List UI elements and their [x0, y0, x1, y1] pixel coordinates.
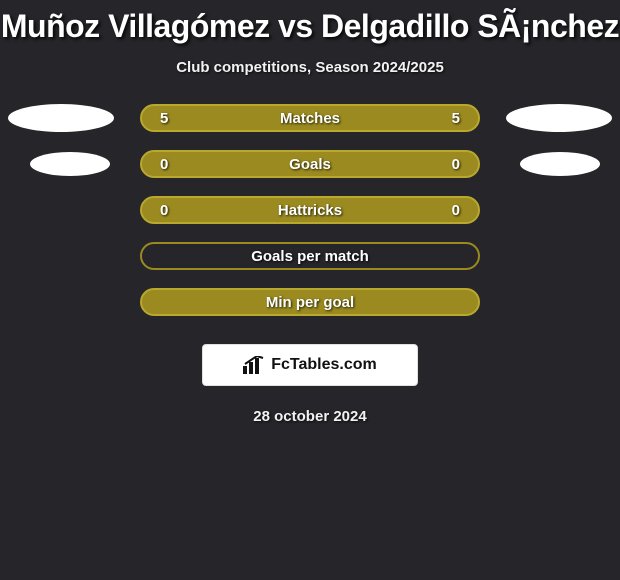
stat-value-right: 5	[452, 110, 460, 127]
subtitle: Club competitions, Season 2024/2025	[0, 59, 620, 76]
stat-label: Matches	[280, 110, 340, 127]
stat-row: 5 Matches 5	[0, 104, 620, 150]
stat-label: Goals	[289, 156, 331, 173]
stat-row: 0 Goals 0	[0, 150, 620, 196]
stat-label: Min per goal	[266, 294, 354, 311]
date-line: 28 october 2024	[0, 408, 620, 425]
stat-label: Goals per match	[251, 248, 369, 265]
stat-bar: Min per goal	[140, 288, 480, 316]
player-marker-left	[30, 152, 110, 176]
comparison-area: 5 Matches 5 0 Goals 0 0 Hattricks 0 Goal…	[0, 104, 620, 334]
player-marker-right	[520, 152, 600, 176]
player-marker-right	[506, 104, 612, 132]
stat-value-left: 5	[160, 110, 168, 127]
page-title: Muñoz Villagómez vs Delgadillo SÃ¡nchez	[0, 0, 620, 45]
stat-value-right: 0	[452, 202, 460, 219]
stat-row: Min per goal	[0, 288, 620, 334]
stat-value-left: 0	[160, 202, 168, 219]
brand-text: FcTables.com	[271, 356, 377, 374]
stat-value-right: 0	[452, 156, 460, 173]
stat-label: Hattricks	[278, 202, 342, 219]
stat-row: Goals per match	[0, 242, 620, 288]
stat-bar: 5 Matches 5	[140, 104, 480, 132]
stat-bar: 0 Goals 0	[140, 150, 480, 178]
player-marker-left	[8, 104, 114, 132]
stat-value-left: 0	[160, 156, 168, 173]
chart-icon	[243, 356, 265, 374]
stat-bar: 0 Hattricks 0	[140, 196, 480, 224]
stat-bar: Goals per match	[140, 242, 480, 270]
stat-row: 0 Hattricks 0	[0, 196, 620, 242]
brand-card[interactable]: FcTables.com	[202, 344, 418, 386]
